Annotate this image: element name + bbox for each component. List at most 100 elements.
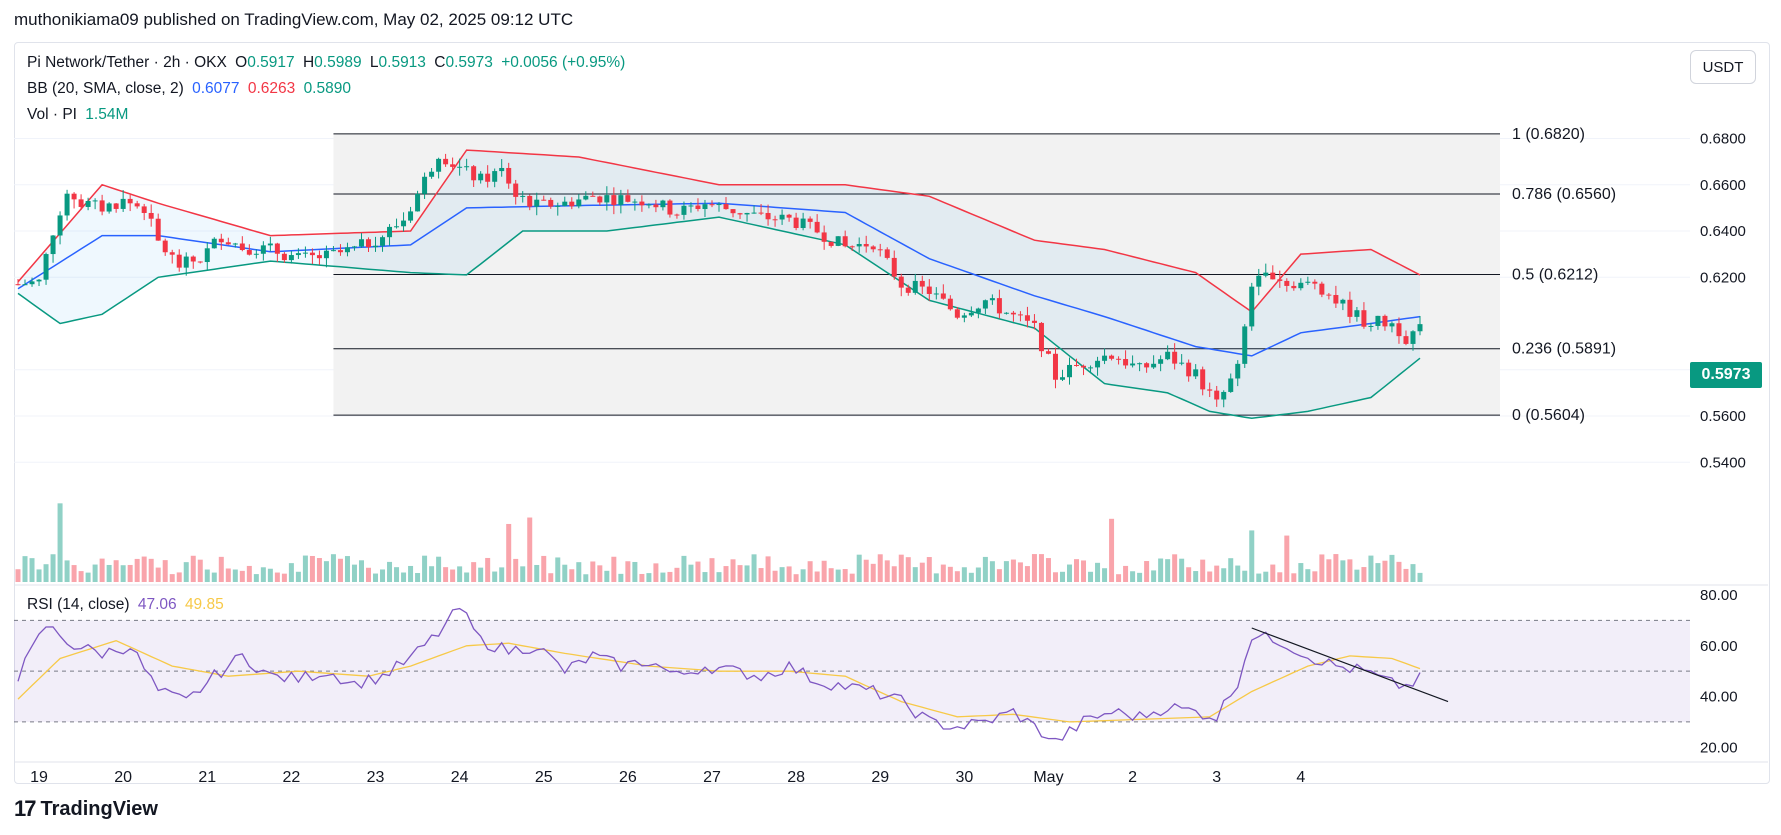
candle-body (64, 193, 70, 216)
volume-bar (337, 558, 343, 582)
volume-bar (92, 564, 98, 582)
open-label: O (235, 54, 248, 71)
volume-bar (1024, 566, 1030, 582)
candle-body (295, 253, 301, 256)
volume-label[interactable]: Vol · PI (27, 106, 77, 123)
volume-bar (940, 564, 946, 582)
volume-bar (281, 573, 287, 582)
fib-level-label: 0.236 (0.5891) (1512, 341, 1616, 358)
candle-body (947, 298, 953, 310)
candle-body (716, 204, 722, 206)
volume-bar (113, 560, 119, 582)
volume-bar (197, 559, 203, 582)
candle-body (1361, 310, 1367, 327)
volume-bar (604, 570, 610, 582)
publisher-line: muthonikiama09 published on TradingView.… (14, 10, 574, 29)
volume-bar (127, 564, 133, 582)
candle-body (709, 204, 715, 206)
candle-body (821, 232, 827, 242)
time-axis-label: 23 (367, 769, 385, 786)
bb-upper-line (17, 149, 1421, 313)
time-axis-label: 3 (1212, 769, 1221, 786)
volume-bar (884, 560, 890, 582)
volume-bar (71, 565, 77, 582)
last-price-label: 0.5973 (1690, 362, 1762, 388)
open-value: 0.5917 (247, 54, 295, 71)
volume-bar (295, 571, 301, 582)
rsi-axis-label: 20.00 (1700, 739, 1738, 756)
volume-bar (316, 558, 322, 582)
rsi-line (17, 607, 1421, 741)
volume-bar (912, 567, 918, 582)
volume-bar (78, 571, 84, 582)
time-axis-label: 30 (955, 769, 973, 786)
currency-button[interactable]: USDT (1690, 50, 1756, 84)
volume-bar (1207, 571, 1213, 582)
candle-body (1403, 336, 1409, 344)
volume-bar (1312, 571, 1318, 582)
volume-bar (660, 572, 666, 582)
volume-bar (730, 559, 736, 582)
candle-body (618, 195, 624, 205)
volume-bar (667, 571, 673, 582)
candle-body (1024, 315, 1030, 321)
symbol-title[interactable]: Pi Network/Tether · 2h · OKX (27, 54, 227, 71)
volume-bar (681, 555, 687, 582)
candle-body (1116, 358, 1122, 360)
volume-bar (429, 566, 435, 582)
candle-body (1052, 353, 1058, 380)
volume-bar (351, 564, 357, 582)
volume-bar (148, 558, 154, 582)
volume-bar (344, 556, 350, 582)
bb-lower-value: 0.5890 (303, 80, 351, 97)
candle-body (1347, 299, 1353, 317)
volume-bar (1263, 571, 1269, 582)
volume-bar (471, 562, 477, 582)
volume-bar (1382, 560, 1388, 582)
time-axis-label: 21 (198, 769, 216, 786)
candle-body (492, 171, 498, 182)
candle-body (366, 239, 371, 248)
volume-bar (793, 574, 799, 582)
candle-body (1186, 362, 1192, 377)
rsi-label[interactable]: RSI (14, close) (27, 596, 130, 613)
candle-body (513, 183, 519, 197)
candle-body (36, 279, 42, 282)
volume-bar (162, 560, 168, 582)
volume-bar (1214, 565, 1220, 582)
fib-level-label: 0 (0.5604) (1512, 407, 1585, 424)
volume-bar (527, 517, 533, 582)
volume-bar (36, 569, 42, 582)
time-axis-label: 27 (703, 769, 721, 786)
volume-bar (576, 562, 582, 582)
candle-body (274, 243, 280, 254)
candle-body (1340, 299, 1346, 304)
candle-body (1179, 362, 1185, 364)
volume-bar (800, 569, 806, 582)
volume-bar (1361, 567, 1367, 582)
candle-body (1382, 315, 1388, 327)
candle-body (1081, 365, 1087, 368)
volume-bar (22, 556, 28, 582)
volume-bar (1242, 570, 1248, 582)
volume-bar (1235, 565, 1241, 582)
bb-label[interactable]: BB (20, SMA, close, 2) (27, 80, 184, 97)
candle-body (22, 284, 28, 286)
candle-body (1228, 378, 1234, 392)
volume-bar (478, 567, 484, 582)
time-axis-label: 24 (451, 769, 469, 786)
volume-bar (85, 572, 91, 582)
volume-bar (1165, 559, 1171, 582)
volume-bar (863, 559, 869, 582)
volume-bar (653, 563, 659, 582)
volume-bar (169, 574, 175, 582)
candle-body (541, 199, 547, 201)
tradingview-brand[interactable]: 17 TradingView (14, 796, 158, 822)
candle-body (1207, 389, 1213, 391)
volume-bar (1003, 561, 1009, 582)
volume-bar (1389, 554, 1395, 582)
volume-bar (849, 573, 855, 582)
price-axis-label: 0.5400 (1700, 454, 1746, 471)
volume-bar (436, 556, 442, 582)
